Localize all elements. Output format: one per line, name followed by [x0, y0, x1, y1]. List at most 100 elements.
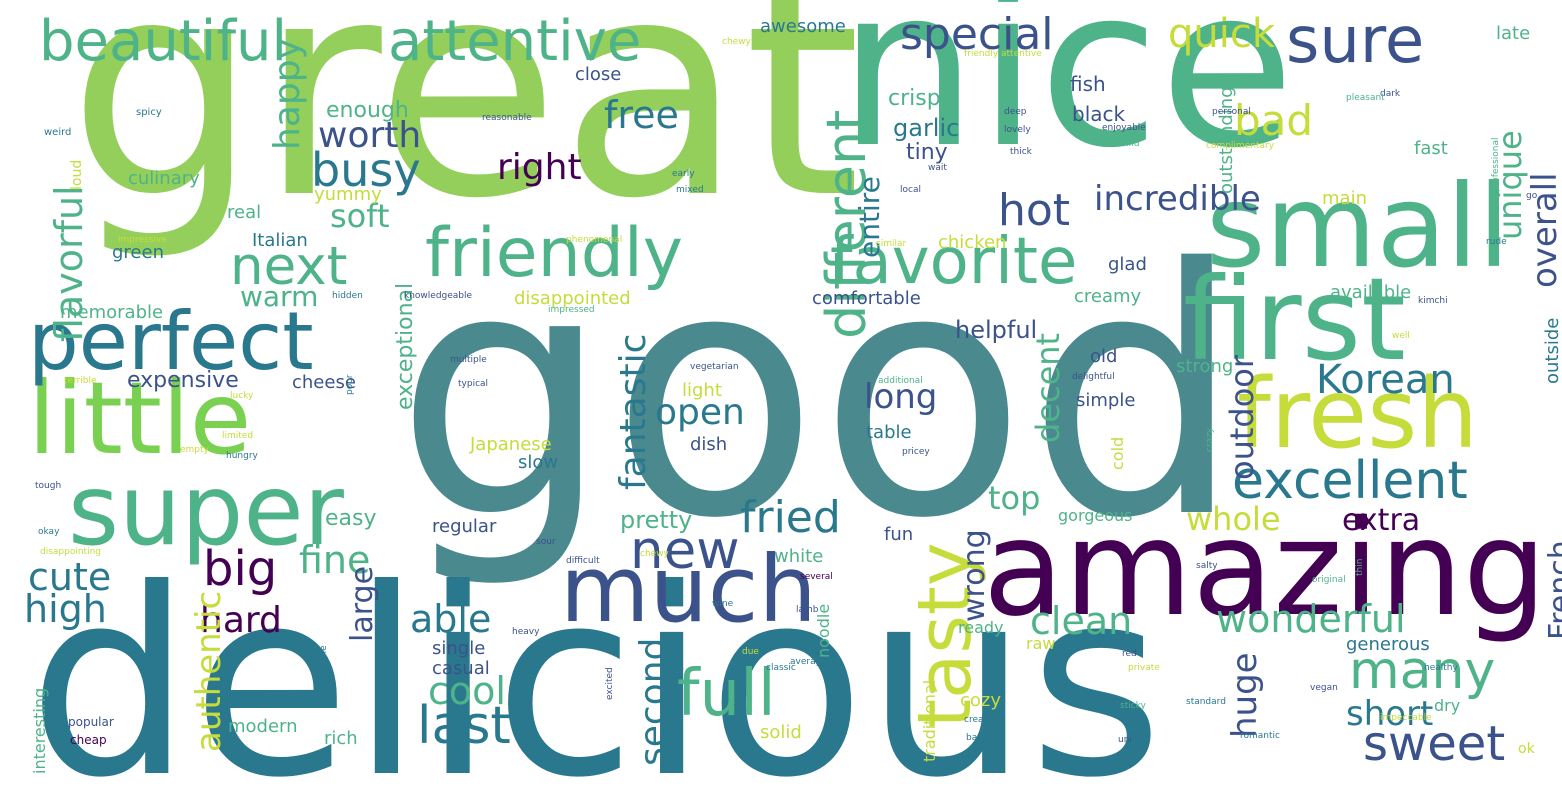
word-open: open — [655, 392, 745, 433]
word-expensive: expensive — [127, 368, 239, 393]
word-hungry: hungry — [226, 451, 258, 461]
word-phenomenal: phenomenal — [566, 235, 623, 245]
word-excellent: excellent — [1232, 451, 1468, 511]
word-chewy: chewy — [640, 549, 669, 559]
word-dish: dish — [690, 434, 728, 455]
word-fun: fun — [884, 524, 914, 545]
word-favorite: favorite — [830, 225, 1078, 299]
word-yummy: yummy — [314, 184, 382, 205]
word-spicy: spicy — [136, 107, 162, 118]
word-pricey: pricey — [902, 447, 930, 457]
word-reasonable: reasonable — [482, 113, 532, 123]
word-light: light — [682, 380, 722, 401]
word-right: right — [497, 147, 582, 188]
word-fried: fried — [740, 492, 841, 543]
word-sweet: sweet — [1363, 716, 1506, 772]
word-vegetarian: vegetarian — [690, 362, 739, 372]
word-okay: okay — [38, 527, 60, 537]
word-wrong: wrong — [957, 529, 992, 622]
word-knowledgeable: knowledgeable — [404, 291, 473, 301]
word-disappointing: disappointing — [40, 547, 102, 557]
word-casual: casual — [432, 658, 490, 679]
word-main: main — [1322, 188, 1367, 209]
word-friendly-attentive: friendly attentive — [964, 49, 1042, 59]
word-deep: deep — [1004, 107, 1027, 117]
word-healthy: healthy — [1424, 663, 1458, 673]
word-cozy: cozy — [960, 690, 1002, 711]
word-single: single — [432, 638, 486, 659]
word-cool: cool — [428, 669, 506, 713]
word-kimchi: kimchi — [1418, 296, 1448, 306]
word-red: red — [1122, 649, 1137, 659]
word-huge: huge — [1225, 652, 1265, 738]
word-big: big — [203, 541, 278, 597]
word-culinary: culinary — [128, 168, 200, 189]
word-hidden: hidden — [332, 291, 363, 301]
word-last: last — [417, 696, 511, 756]
word-solid: solid — [760, 722, 802, 743]
word-fantastic: fantastic — [613, 333, 654, 490]
word-raw: raw — [1026, 634, 1056, 653]
word-empty: empty — [180, 445, 209, 455]
word-long: long — [864, 377, 938, 417]
word-regular: regular — [432, 516, 497, 537]
word-cheese: cheese — [292, 372, 356, 393]
word-hot: hot — [998, 185, 1071, 236]
word-perfect: perfect — [28, 295, 314, 388]
word-clean: clean — [1030, 599, 1133, 643]
word-sticky: sticky — [1120, 701, 1146, 711]
word-gorgeous: gorgeous — [1058, 506, 1133, 525]
word-japanese: Japanese — [470, 434, 552, 455]
word-cheap: cheap — [70, 733, 107, 747]
word-classic: classic — [766, 663, 796, 673]
word-fish: fish — [1070, 72, 1106, 96]
word-average: average — [790, 657, 827, 667]
word-next: next — [230, 236, 348, 297]
word-outside: outside — [1542, 317, 1562, 384]
word-uni: uni — [1118, 735, 1132, 745]
word-wait: wait — [928, 163, 947, 173]
word-easy: easy — [325, 506, 377, 531]
word-slow: slow — [518, 452, 559, 473]
word-memorable: memorable — [60, 302, 164, 323]
word-little: little — [28, 360, 252, 477]
word-decent: decent — [1029, 332, 1067, 443]
word-italian: Italian — [252, 230, 308, 251]
word-due: due — [742, 647, 759, 657]
word-early: early — [672, 169, 695, 179]
word-korean: Korean — [1316, 357, 1455, 403]
word-chicken: chicken — [938, 232, 1007, 253]
word-warm: warm — [240, 280, 319, 313]
word-impressed: impressed — [548, 305, 595, 315]
word-super: super — [68, 454, 344, 568]
word-friendly: friendly — [425, 214, 684, 293]
word-disappointed: disappointed — [514, 288, 631, 309]
word-much: much — [560, 536, 817, 643]
word-special: special — [900, 9, 1054, 60]
word-overall: overall — [1525, 172, 1562, 288]
word-comfortable: comfortable — [812, 288, 921, 309]
word-popular: popular — [68, 715, 114, 729]
word-mild: mild — [1120, 139, 1140, 149]
word-poor: poor — [345, 374, 355, 395]
word-green: green — [112, 242, 164, 263]
word-new: new — [630, 520, 740, 581]
word-professional: professional — [1491, 137, 1501, 192]
word-first: first — [1183, 253, 1406, 386]
word-able: able — [410, 597, 492, 641]
word-generous: generous — [1346, 634, 1430, 655]
word-wonderful: wonderful — [1216, 597, 1406, 641]
word-nice: nice — [838, 0, 1295, 196]
word-original: original — [1312, 575, 1346, 585]
word-tough: tough — [35, 481, 62, 491]
word-busy: busy — [311, 143, 421, 197]
word-real: real — [227, 202, 262, 223]
word-exceptional: exceptional — [393, 282, 418, 410]
word-fresh: fresh — [1237, 358, 1479, 470]
word-white: white — [774, 546, 824, 567]
word-sour: sour — [536, 537, 556, 547]
word-crazy: crazy — [1205, 427, 1215, 452]
word-high: high — [24, 587, 107, 631]
word-second: second — [633, 637, 674, 766]
